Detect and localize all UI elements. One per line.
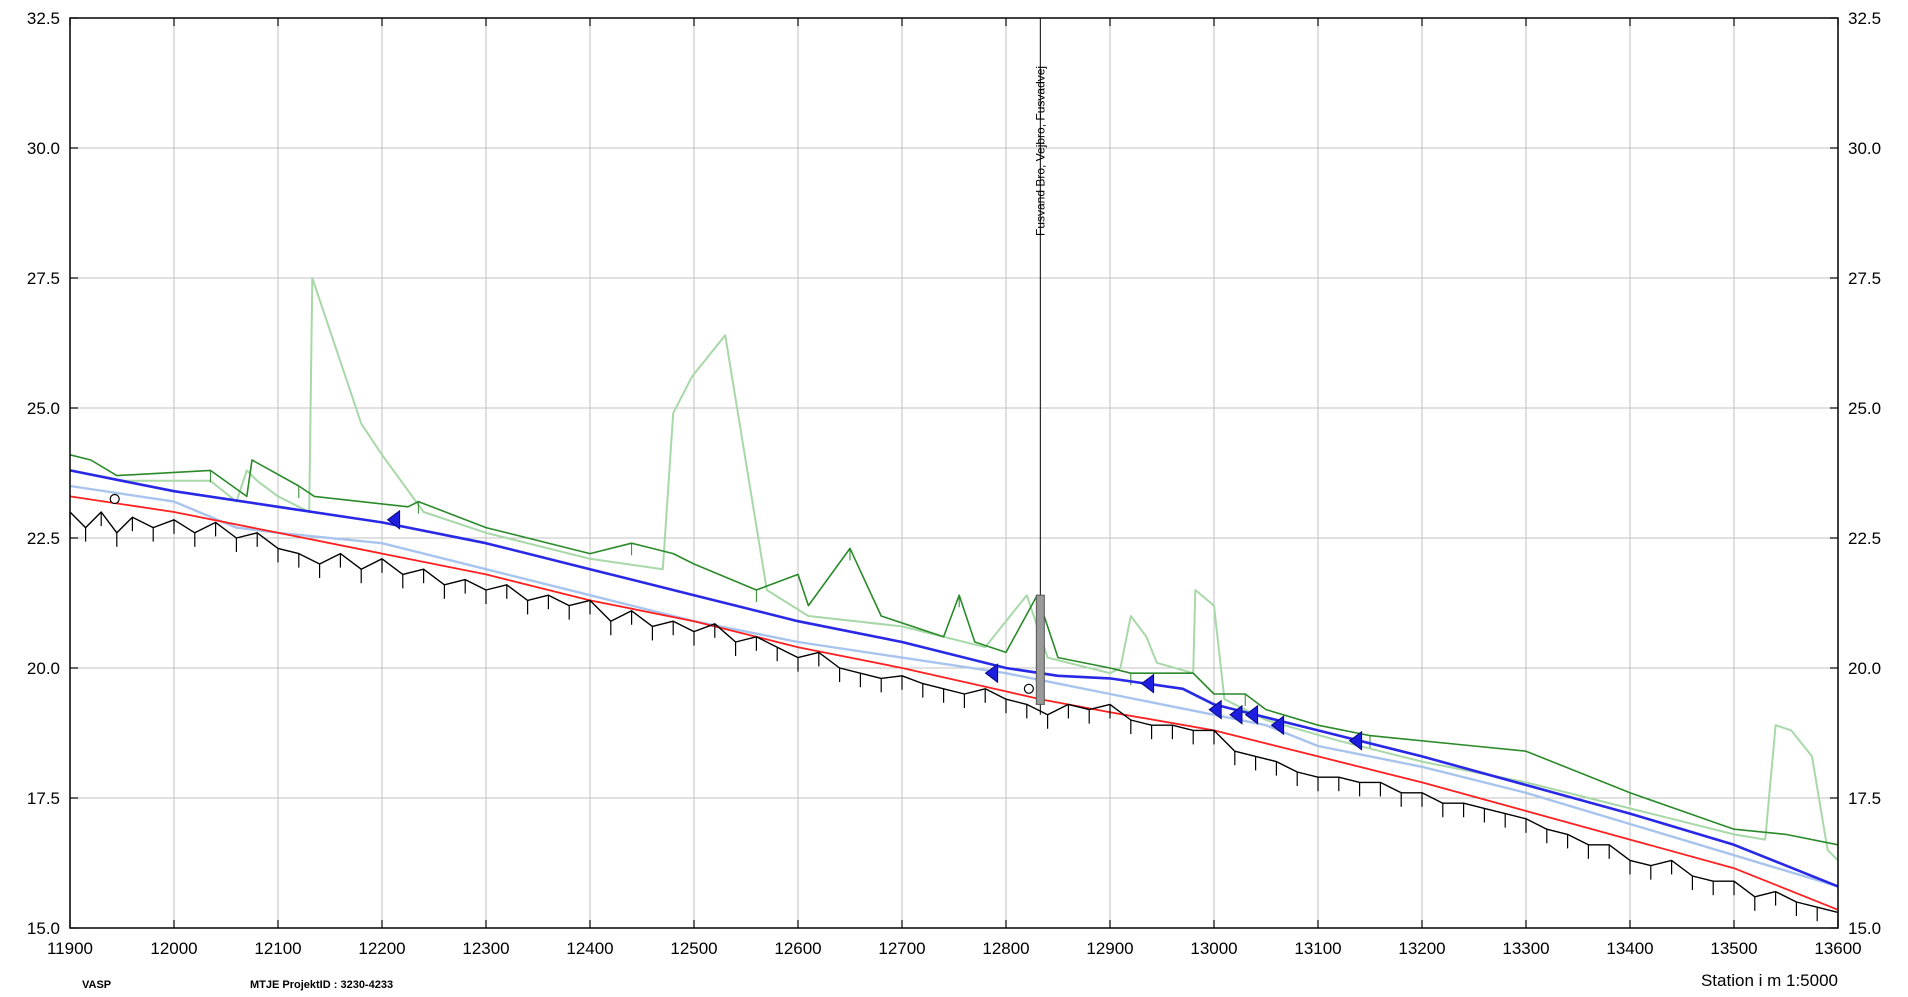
y-tick-label-right: 32.5 — [1848, 9, 1881, 28]
x-tick-label: 12500 — [670, 939, 717, 958]
series-bottom — [69, 511, 1839, 914]
y-tick-label-left: 17.5 — [27, 789, 60, 808]
x-tick-label: 12100 — [254, 939, 301, 958]
y-tick-label-right: 27.5 — [1848, 269, 1881, 288]
series-lightgreen — [69, 277, 1839, 862]
series-lightblue — [69, 484, 1839, 888]
flow-marker-triangle — [1348, 730, 1363, 751]
plot-frame — [69, 17, 1839, 929]
bridge-body — [1035, 594, 1045, 705]
bridge-marker: Fusvand Bro, Vejbro, Fusvadvej — [1033, 18, 1047, 715]
y-tick-label-right: 22.5 — [1848, 529, 1881, 548]
x-tick-label: 13600 — [1814, 939, 1861, 958]
flow-marker-triangle — [1140, 673, 1155, 694]
series-red — [69, 495, 1839, 911]
y-tick-label-left: 20.0 — [27, 659, 60, 678]
y-tick-label-right: 30.0 — [1848, 139, 1881, 158]
x-tick-label: 13500 — [1710, 939, 1757, 958]
footer-left-label: VASP — [82, 979, 111, 991]
x-tick-label: 12600 — [774, 939, 821, 958]
y-tick-label-left: 25.0 — [27, 399, 60, 418]
y-tick-label-left: 30.0 — [27, 139, 60, 158]
series-blue — [69, 469, 1839, 888]
flow-marker-triangle — [1229, 704, 1243, 725]
y-tick-label-left: 32.5 — [27, 9, 60, 28]
x-tick-label: 12300 — [462, 939, 509, 958]
flow-marker-triangle — [386, 509, 401, 530]
x-tick-label: 12900 — [1086, 939, 1133, 958]
flow-marker-triangle — [1270, 715, 1285, 736]
x-tick-label: 13300 — [1502, 939, 1549, 958]
x-tick-label: 11900 — [47, 939, 93, 958]
axes: 11900 12000 12100 12200 12300 12400 12500 12600… — [27, 9, 1881, 958]
y-tick-label-right: 25.0 — [1848, 399, 1881, 418]
x-tick-label: 12200 — [358, 939, 405, 958]
x-tick-label: 13200 — [1398, 939, 1445, 958]
y-tick-label-right: 20.0 — [1848, 659, 1881, 678]
footer-project-label: MTJE ProjektID : 3230-4233 — [250, 979, 393, 991]
grid-lines — [69, 17, 1839, 929]
flow-marker-triangle — [984, 663, 999, 684]
station-scale-label: Station i m 1:5000 — [1701, 971, 1838, 990]
y-tick-label-left: 27.5 — [27, 269, 60, 288]
x-tick-label: 12700 — [878, 939, 925, 958]
x-tick-label: 12000 — [150, 939, 197, 958]
profile-series — [69, 277, 1839, 927]
x-tick-label: 13100 — [1294, 939, 1341, 958]
flow-marker-triangle — [1244, 704, 1259, 725]
flow-marker-triangle — [1208, 699, 1222, 720]
observation-circle — [1023, 683, 1034, 694]
y-tick-label-right: 15.0 — [1848, 919, 1881, 938]
x-tick-label: 12400 — [566, 939, 613, 958]
x-tick-label: 13400 — [1606, 939, 1653, 958]
x-tick-label: 12800 — [982, 939, 1029, 958]
series-darkgreen — [69, 454, 1839, 846]
flow-markers — [109, 493, 1363, 751]
observation-circle — [109, 493, 120, 505]
x-tick-label: 13000 — [1190, 939, 1237, 958]
y-tick-label-left: 15.0 — [27, 919, 60, 938]
y-tick-label-right: 17.5 — [1848, 789, 1881, 808]
y-tick-label-left: 22.5 — [27, 529, 60, 548]
footer: VASP MTJE ProjektID : 3230-4233 Station … — [82, 971, 1838, 991]
